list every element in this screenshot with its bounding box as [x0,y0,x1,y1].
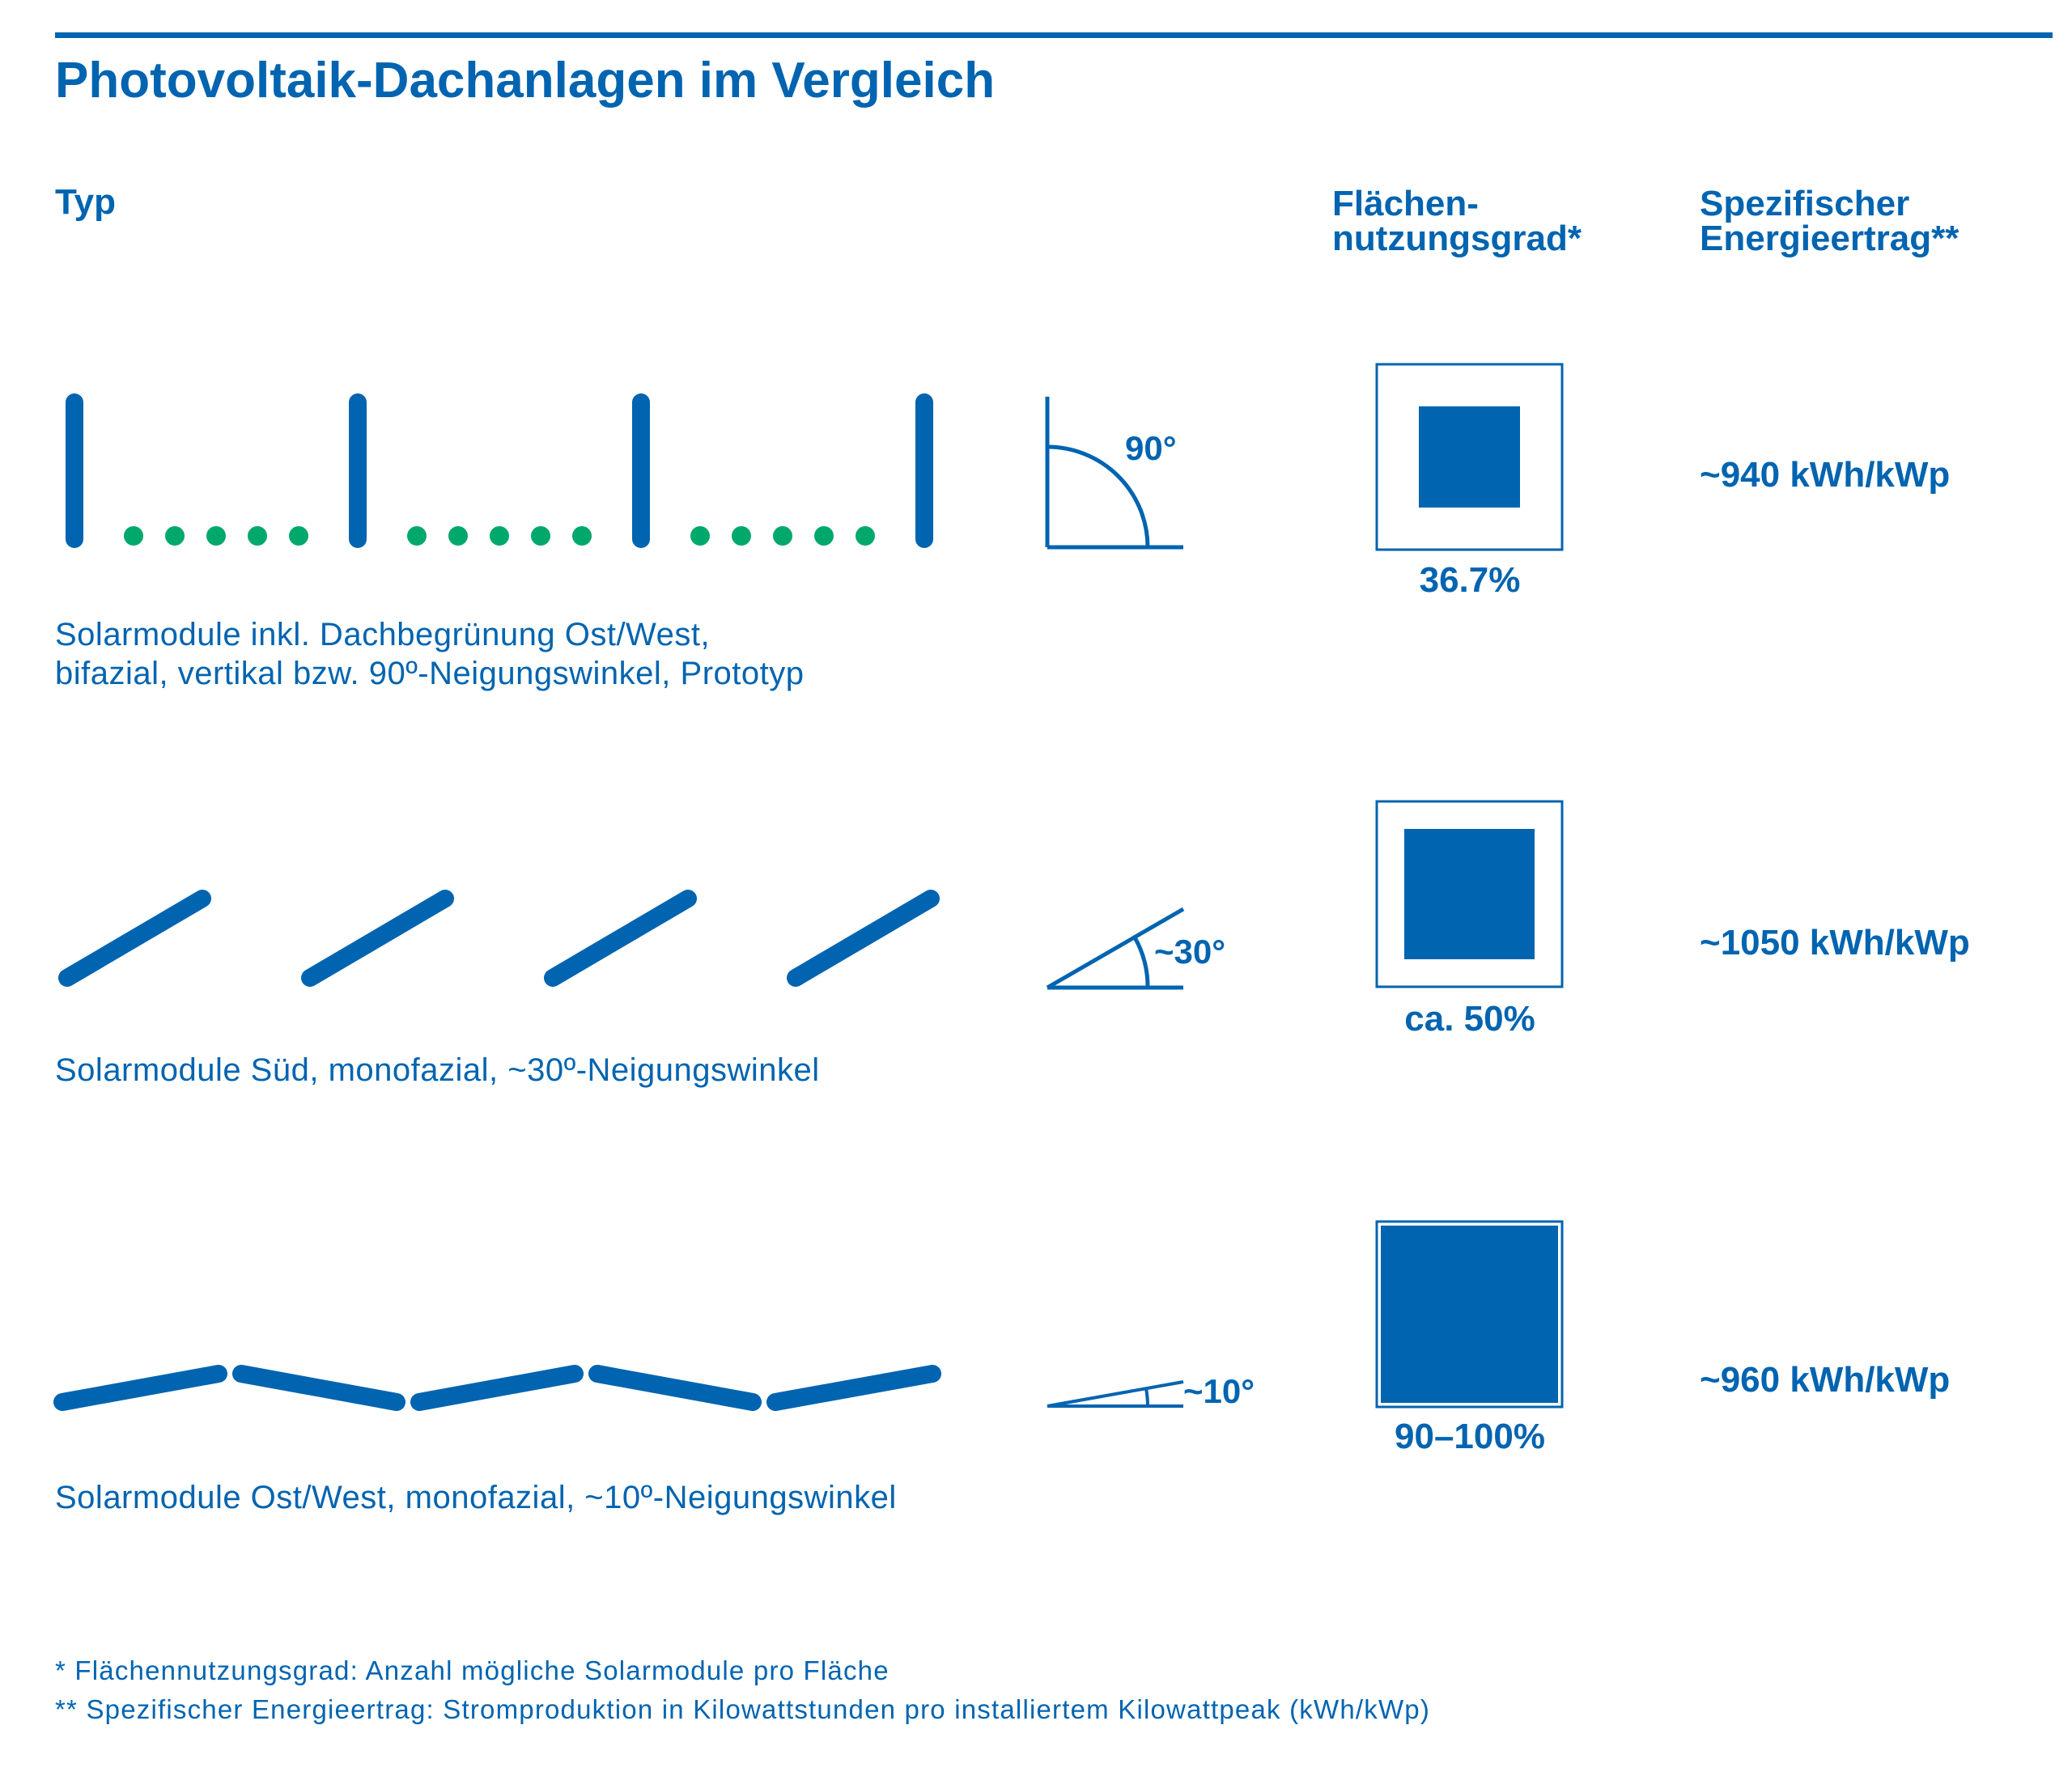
angle-10-icon [1047,1380,1184,1408]
footnote-energy-yield: ** Spezifischer Energieertrag: Stromprod… [55,1694,1431,1724]
angle-90-icon [1045,397,1183,550]
footnotes: * Flächennutzungsgrad: Anzahl mögliche S… [55,1651,1430,1729]
row1-energy-yield: ~940 kWh/kWp [1700,455,1951,495]
tilted-module-icon [544,890,697,987]
tilted-module-icon [766,1365,941,1411]
row2-energy-yield: ~1050 kWh/kWp [1700,923,1970,962]
greenery-dot-icon [531,526,550,546]
area-usage-square-icon [1375,800,1564,988]
header-energy-yield: Spezifischer Energieertrag** [1700,184,1959,258]
header-yield-line1: Spezifischer [1700,184,1910,223]
greenery-dot-icon [206,526,226,546]
row1-greenery [124,526,875,546]
greenery-dot-icon [448,526,468,546]
row3-desc-line1: Solarmodule Ost/West, monofazial, ~10º-N… [55,1480,897,1515]
row3-modules [53,1365,941,1411]
tilted-module-icon [301,890,454,987]
tilted-module-icon [232,1365,405,1411]
angle-label-90: 90° [1125,429,1177,467]
footnote-area-usage: * Flächennutzungsgrad: Anzahl mögliche S… [55,1655,890,1685]
greenery-dot-icon [490,526,509,546]
row1-area-percent: 36.7% [1419,560,1521,600]
tilted-module-icon [787,890,940,987]
greenery-dot-icon [773,526,792,546]
tilted-module-icon [588,1365,762,1411]
row2-desc-line1: Solarmodule Süd, monofazial, ~30º-Neigun… [55,1052,820,1088]
row3-area-percent: 90–100% [1395,1417,1545,1456]
angle-label-30: ~30° [1154,933,1226,971]
area-usage-square-icon [1375,363,1564,551]
greenery-dot-icon [732,526,751,546]
greenery-dot-icon [856,526,875,546]
greenery-dot-icon [407,526,427,546]
row1-desc-line2: bifazial, vertikal bzw. 90º-Neigungswink… [55,656,805,691]
header-type: Typ [55,182,116,222]
greenery-dot-icon [248,526,267,546]
header-area-line1: Flächen- [1332,184,1479,223]
area-usage-square-icon [1375,1220,1564,1409]
greenery-dot-icon [814,526,834,546]
row1-modules [66,393,933,548]
row2-description: Solarmodule Süd, monofazial, ~30º-Neigun… [55,1051,820,1090]
row3-description: Solarmodule Ost/West, monofazial, ~10º-N… [55,1478,897,1517]
header-yield-line2: Energieertrag** [1700,219,1959,258]
top-rule [55,32,2053,38]
row1-desc-line1: Solarmodule inkl. Dachbegrünung Ost/West… [55,617,711,652]
header-area-usage: Flächen- nutzungsgrad* [1332,184,1582,258]
row3-energy-yield: ~960 kWh/kWp [1700,1360,1951,1400]
tilted-module-icon [410,1365,584,1411]
greenery-dot-icon [165,526,185,546]
page-title: Photovoltaik-Dachanlagen im Vergleich [55,53,996,108]
angle-label-10: ~10° [1183,1372,1255,1410]
row2-area-percent: ca. 50% [1404,999,1535,1039]
row1-description: Solarmodule inkl. Dachbegrünung Ost/West… [55,615,804,693]
angle-30-icon [1046,907,1185,990]
greenery-dot-icon [289,526,308,546]
tilted-module-icon [53,1365,227,1411]
row2-modules [58,890,940,987]
greenery-dot-icon [124,526,143,546]
header-area-line2: nutzungsgrad* [1332,219,1582,258]
greenery-dot-icon [690,526,710,546]
tilted-module-icon [58,890,211,987]
greenery-dot-icon [572,526,592,546]
